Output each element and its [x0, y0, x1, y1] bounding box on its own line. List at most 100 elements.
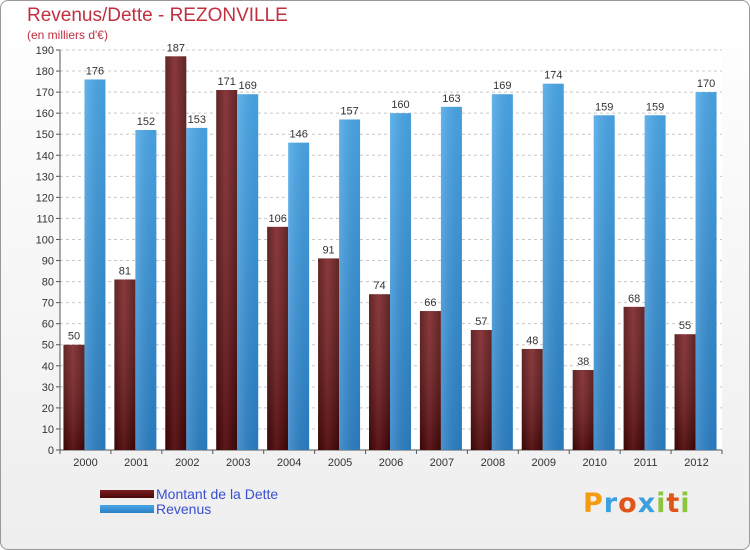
y-tick-label: 120 — [36, 192, 54, 204]
data-label-debt: 50 — [68, 331, 80, 343]
data-label-debt: 57 — [475, 316, 487, 328]
data-label-debt: 171 — [218, 76, 236, 88]
x-tick-label: 2011 — [634, 457, 658, 469]
bar-revenue-shade — [593, 115, 615, 451]
bar-revenue-shade — [440, 106, 462, 450]
legend-item-revenue: Revenus — [100, 500, 278, 517]
bar-debt-shade — [470, 330, 492, 450]
data-label-revenue: 169 — [239, 80, 257, 92]
x-tick-label: 2002 — [175, 457, 199, 469]
bar-debt-shade — [521, 348, 543, 450]
data-label-revenue: 163 — [442, 93, 460, 105]
x-tick-label: 2007 — [430, 457, 454, 469]
data-label-revenue: 157 — [340, 105, 358, 117]
data-label-revenue: 159 — [595, 101, 613, 113]
x-tick-label: 2001 — [124, 457, 148, 469]
legend-label-debt: Montant de la Dette — [156, 485, 279, 502]
bar-revenue-shade — [339, 119, 361, 450]
logo-letter: i — [656, 488, 667, 519]
y-tick-label: 20 — [42, 403, 54, 415]
bar-debt-shade — [623, 306, 645, 450]
logo-letter: o — [618, 488, 638, 519]
data-label-debt: 38 — [577, 356, 589, 368]
chart-subtitle: (en milliers d'€) — [27, 28, 108, 42]
y-tick-label: 180 — [36, 66, 54, 78]
logo-letter: i — [680, 488, 691, 519]
data-label-revenue: 146 — [289, 129, 307, 141]
y-tick-label: 140 — [36, 150, 54, 162]
bar-debt-shade — [369, 294, 390, 450]
x-tick-label: 2009 — [532, 457, 556, 469]
y-tick-label: 150 — [36, 129, 54, 141]
y-tick-label: 90 — [42, 256, 54, 268]
data-label-revenue: 174 — [544, 70, 562, 82]
logo-letter: t — [666, 488, 681, 519]
bar-revenue-shade — [135, 130, 157, 450]
x-tick-label: 2003 — [226, 457, 250, 469]
x-tick-label: 2008 — [481, 457, 505, 469]
x-tick-label: 2010 — [582, 457, 606, 469]
x-tick-label: 2005 — [328, 457, 352, 469]
data-label-debt: 68 — [628, 293, 640, 305]
data-label-revenue: 160 — [391, 99, 409, 111]
y-tick-label: 170 — [36, 87, 54, 99]
data-label-revenue: 176 — [86, 65, 104, 77]
bar-revenue-shade — [84, 79, 106, 450]
data-label-debt: 74 — [373, 280, 385, 292]
bar-debt-shade — [114, 279, 136, 450]
bar-debt-shade — [572, 370, 594, 450]
bar-revenue-shade — [644, 115, 666, 451]
bar-debt-shade — [674, 334, 696, 450]
bar-debt-shade — [419, 311, 441, 450]
logo-letter: r — [603, 488, 619, 519]
proxiti-logo: Proxiti — [583, 488, 691, 519]
data-label-debt: 91 — [322, 244, 334, 256]
legend: Montant de la Dette Revenus — [100, 485, 279, 517]
y-tick-label: 100 — [36, 234, 54, 246]
bar-revenue-shade — [390, 113, 411, 450]
data-label-debt: 48 — [526, 335, 538, 347]
y-tick-label: 40 — [42, 361, 54, 373]
data-label-revenue: 159 — [646, 101, 664, 113]
bar-revenue-shade — [186, 127, 208, 450]
data-label-revenue: 152 — [137, 116, 155, 128]
y-tick-label: 50 — [42, 340, 54, 352]
logo-letter: x — [637, 488, 657, 519]
bar-debt-shade — [216, 90, 238, 450]
legend-label-revenue: Revenus — [156, 500, 212, 517]
legend-item-debt: Montant de la Dette — [100, 485, 279, 502]
x-tick-label: 2006 — [379, 457, 403, 469]
y-tick-label: 30 — [42, 382, 54, 394]
data-label-debt: 66 — [424, 297, 436, 309]
data-label-debt: 187 — [167, 42, 185, 54]
data-label-debt: 81 — [119, 265, 131, 277]
y-tick-label: 70 — [42, 298, 54, 310]
data-label-revenue: 169 — [493, 80, 511, 92]
bar-revenue-shade — [237, 94, 259, 451]
data-label-debt: 106 — [268, 213, 286, 225]
y-tick-label: 0 — [48, 445, 54, 457]
x-tick-label: 2012 — [684, 457, 708, 469]
bar-debt-shade — [318, 258, 340, 450]
y-tick-label: 60 — [42, 319, 54, 331]
y-tick-label: 190 — [36, 45, 54, 57]
y-tick-label: 110 — [36, 213, 54, 225]
legend-swatch-revenue — [100, 504, 154, 513]
y-tick-label: 10 — [42, 424, 54, 436]
bar-revenue-shade — [542, 83, 564, 451]
bar-revenue-shade — [288, 142, 310, 450]
chart-title: Revenus/Dette - REZONVILLE — [27, 5, 288, 26]
bar-debt-shade — [165, 56, 187, 450]
bar-debt-shade — [63, 344, 85, 450]
y-tick-label: 160 — [36, 108, 54, 120]
bar-debt-shade — [267, 226, 289, 450]
data-label-revenue: 153 — [188, 114, 206, 126]
data-label-revenue: 170 — [697, 78, 715, 90]
bar-revenue-shade — [695, 92, 717, 451]
x-tick-label: 2004 — [277, 457, 301, 469]
legend-swatch-debt — [100, 489, 154, 498]
logo-letter: P — [583, 488, 604, 519]
y-tick-label: 130 — [36, 171, 54, 183]
data-label-debt: 55 — [679, 320, 691, 332]
bar-revenue-shade — [491, 94, 513, 451]
